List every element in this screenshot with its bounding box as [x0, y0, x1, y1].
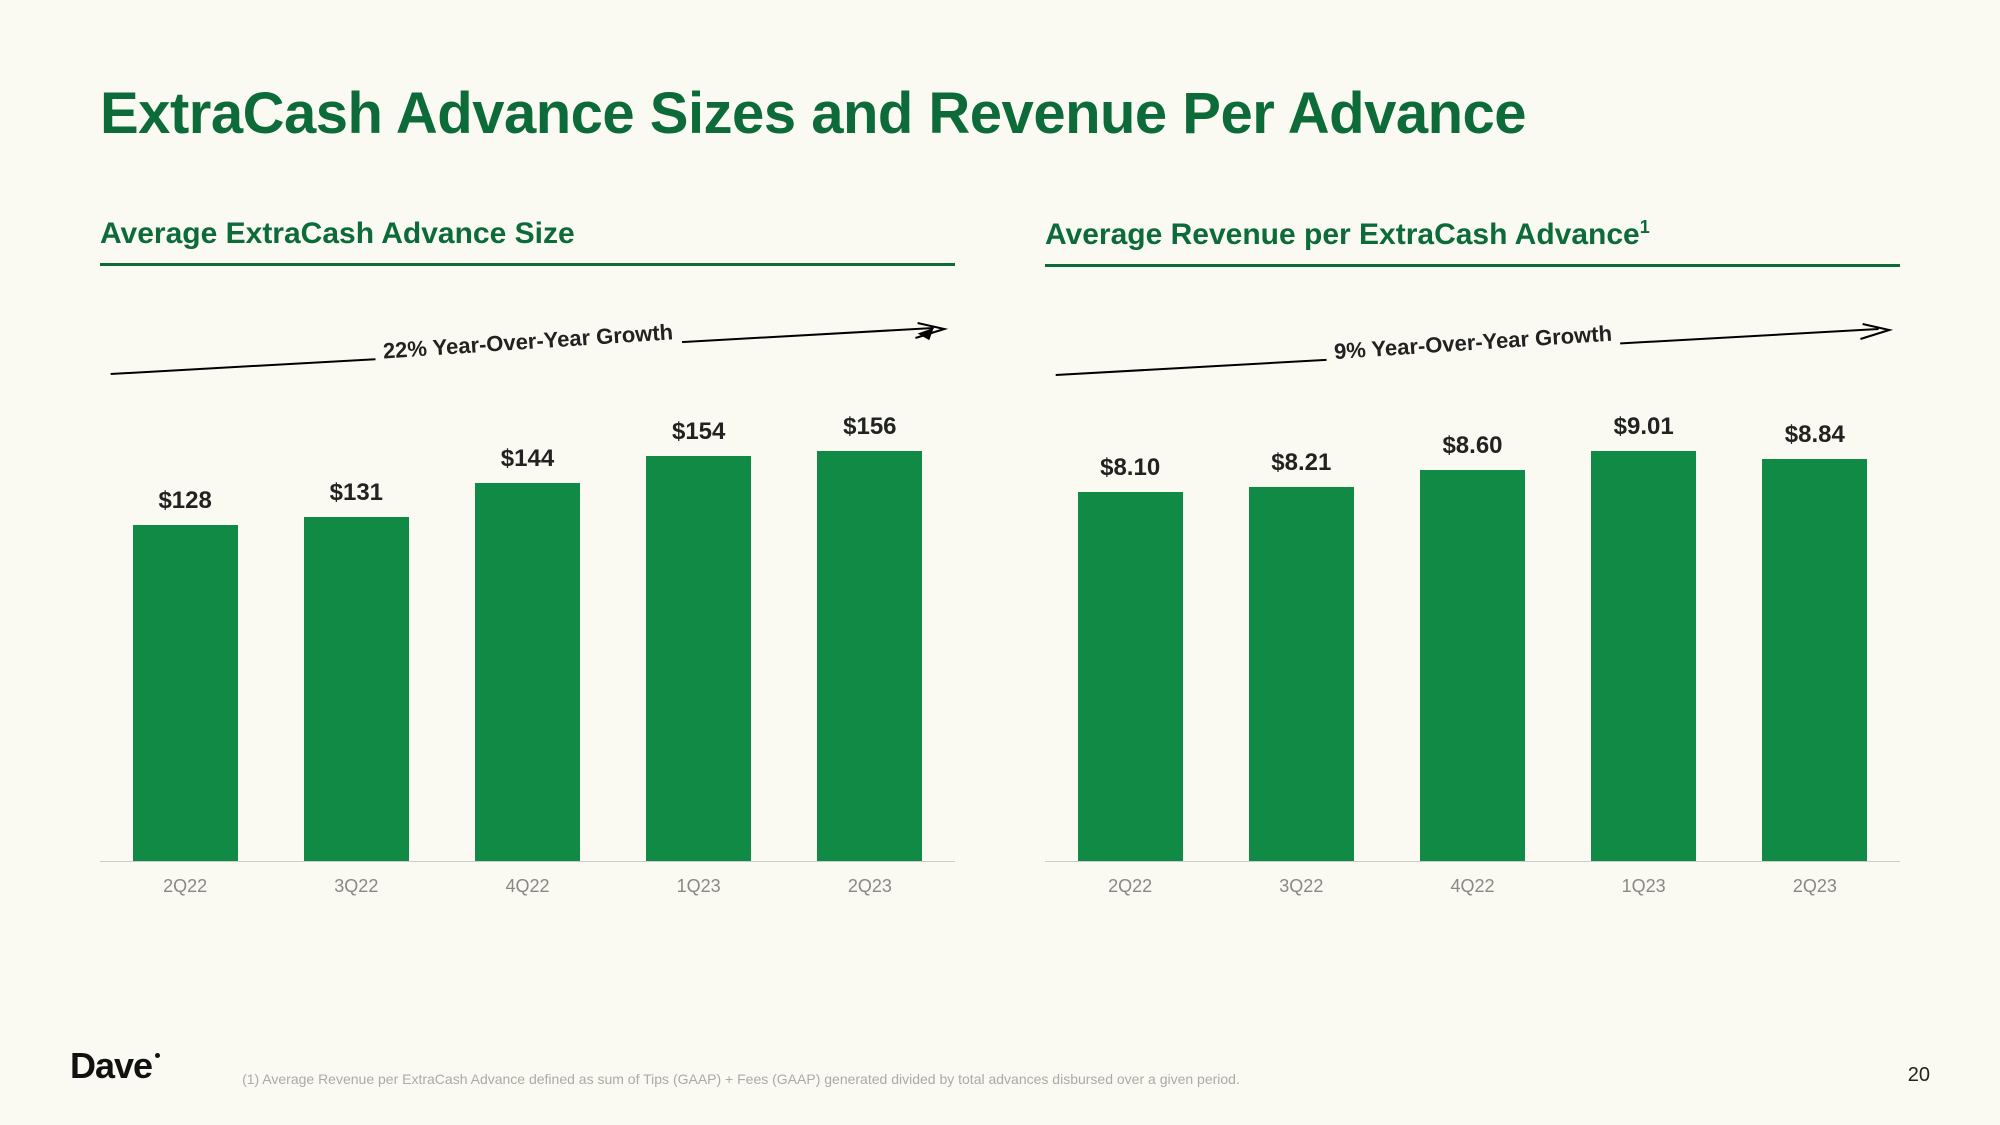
bar-value-label: $128	[158, 487, 211, 515]
chart-title-right-text: Average Revenue per ExtraCash Advance	[1045, 218, 1640, 251]
xaxis-label: 3Q22	[281, 876, 431, 897]
bar-rect	[646, 456, 751, 861]
bar-rect	[1762, 459, 1867, 861]
xaxis-label: 2Q22	[110, 876, 260, 897]
bar-rect	[1420, 470, 1525, 861]
bar-col: $8.10	[1055, 454, 1205, 861]
bar-value-label: $9.01	[1614, 413, 1674, 441]
chart-title-right-sup: 1	[1640, 217, 1650, 237]
bar-col: $156	[795, 413, 945, 861]
bar-col: $8.84	[1740, 421, 1890, 861]
bar-col: $8.60	[1397, 432, 1547, 861]
xaxis-label: 3Q22	[1226, 876, 1376, 897]
charts-container: Average ExtraCash Advance Size 22% Year-…	[100, 217, 1900, 897]
xaxis-label: 2Q23	[1740, 876, 1890, 897]
bar-rect	[1591, 451, 1696, 861]
xaxis-left: 2Q22 3Q22 4Q22 1Q23 2Q23	[100, 876, 955, 897]
growth-arrow-left: 22% Year-Over-Year Growth	[100, 326, 955, 376]
page-number: 20	[1908, 1064, 1930, 1087]
bar-col: $128	[110, 487, 260, 861]
bar-rect	[1078, 492, 1183, 861]
chart-advance-size: Average ExtraCash Advance Size 22% Year-…	[100, 217, 955, 897]
bar-col: $9.01	[1569, 413, 1719, 861]
chart-revenue-per-advance: Average Revenue per ExtraCash Advance1 9…	[1045, 217, 1900, 897]
bar-col: $154	[624, 418, 774, 861]
xaxis-label: 1Q23	[1569, 876, 1719, 897]
bar-value-label: $8.10	[1100, 454, 1160, 482]
bar-value-label: $156	[843, 413, 896, 441]
bar-col: $8.21	[1226, 449, 1376, 861]
bar-rect	[304, 517, 409, 861]
footnote: (1) Average Revenue per ExtraCash Advanc…	[242, 1071, 1908, 1087]
bars-area-right: $8.10 $8.21 $8.60 $9.01 $8.84	[1045, 397, 1900, 862]
xaxis-label: 1Q23	[624, 876, 774, 897]
page-title: ExtraCash Advance Sizes and Revenue Per …	[100, 80, 1900, 147]
bars-area-left: $128 $131 $144 $154 $156	[100, 396, 955, 862]
footer: Dave (1) Average Revenue per ExtraCash A…	[70, 1045, 1930, 1087]
bar-col: $144	[452, 445, 602, 861]
bar-value-label: $154	[672, 418, 725, 446]
xaxis-right: 2Q22 3Q22 4Q22 1Q23 2Q23	[1045, 876, 1900, 897]
bar-value-label: $8.84	[1785, 421, 1845, 449]
bar-value-label: $144	[501, 445, 554, 473]
bar-col: $131	[281, 479, 431, 861]
bar-rect	[817, 451, 922, 861]
bar-rect	[1249, 487, 1354, 861]
bar-value-label: $8.60	[1442, 432, 1502, 460]
dave-logo: Dave	[70, 1045, 152, 1087]
xaxis-label: 2Q22	[1055, 876, 1205, 897]
bar-rect	[475, 483, 580, 861]
bar-rect	[133, 525, 238, 861]
growth-arrow-right: 9% Year-Over-Year Growth	[1045, 327, 1900, 377]
bar-value-label: $131	[330, 479, 383, 507]
xaxis-label: 2Q23	[795, 876, 945, 897]
xaxis-label: 4Q22	[1397, 876, 1547, 897]
chart-title-right: Average Revenue per ExtraCash Advance1	[1045, 217, 1900, 267]
bar-value-label: $8.21	[1271, 449, 1331, 477]
chart-title-left: Average ExtraCash Advance Size	[100, 217, 955, 266]
xaxis-label: 4Q22	[452, 876, 602, 897]
